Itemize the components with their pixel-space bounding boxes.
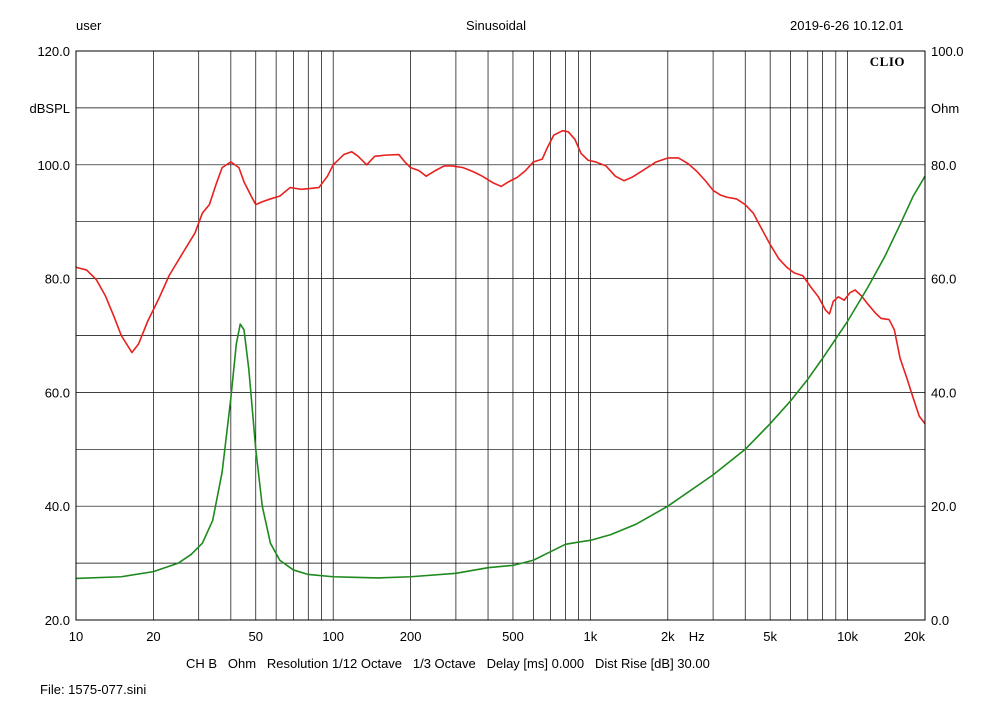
y-right-tick-label: 60.0 [931,272,956,287]
y-left-tick-label: 120.0 [37,44,70,59]
y-left-axis-label: dBSPL [30,101,70,116]
y-right-tick-label: 100.0 [931,44,964,59]
chart-grid [75,51,926,620]
measurement-settings: CH B Ohm Resolution 1/12 Octave 1/3 Octa… [186,656,710,671]
x-unit-label: Hz [689,629,705,644]
x-tick-label: 5k [763,629,777,644]
x-tick-label: 100 [322,629,344,644]
header-mode: Sinusoidal [466,18,526,33]
x-tick-label: 10k [837,629,858,644]
axis-labels: 20.0 40.0 60.0 80.0 100.0 120.0 0.0 20.0 40.0 60.… [30,44,964,644]
x-tick-label: 1k [584,629,598,644]
file-name: File: 1575-077.sini [40,682,147,697]
x-tick-label: 50 [249,629,263,644]
x-tick-label: 20 [146,629,160,644]
spl-curve [75,129,926,425]
y-left-tick-label: 60.0 [45,385,70,400]
y-right-tick-label: 80.0 [931,158,956,173]
y-right-tick-label: 0.0 [931,613,949,628]
header-user: user [76,18,102,33]
impedance-curve [75,175,926,580]
x-tick-label: 20k [904,629,925,644]
x-tick-label: 10 [69,629,83,644]
y-left-tick-label: 80.0 [45,272,70,287]
y-right-axis-label: Ohm [931,101,959,116]
plot-frame [75,50,926,621]
x-tick-label: 500 [502,629,524,644]
x-tick-label: 2k [661,629,675,644]
y-right-tick-label: 20.0 [931,499,956,514]
y-left-tick-label: 100.0 [37,158,70,173]
header-datetime: 2019-6-26 10.12.01 [790,18,904,33]
y-left-tick-label: 40.0 [45,499,70,514]
y-right-tick-label: 40.0 [931,385,956,400]
x-tick-label: 200 [400,629,422,644]
y-left-tick-label: 20.0 [45,613,70,628]
chart-series [75,129,926,580]
clio-logo: CLIO [870,54,905,69]
